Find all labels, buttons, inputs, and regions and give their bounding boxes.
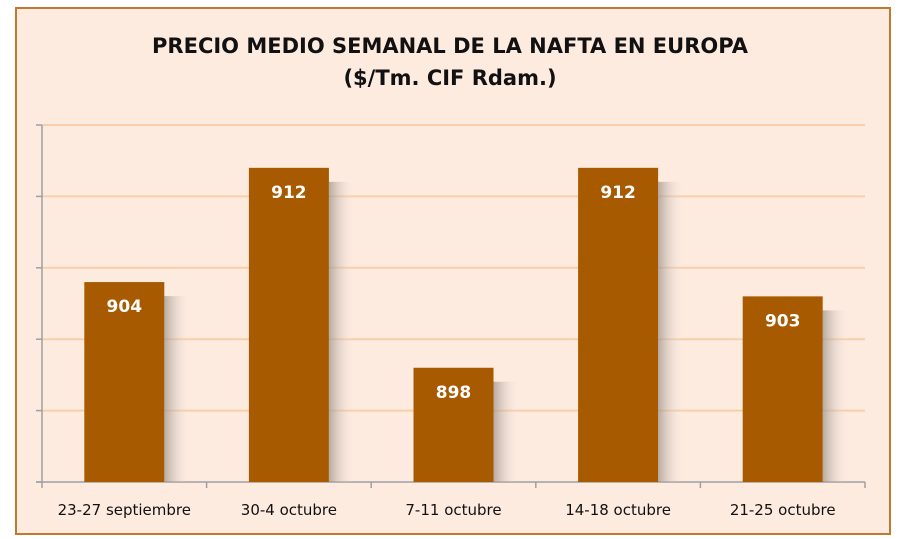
data-label: 903 — [765, 311, 801, 331]
bar-shadow — [658, 181, 685, 482]
bar-shadow — [328, 181, 355, 482]
bar — [742, 296, 823, 482]
bar-shadow — [164, 296, 191, 482]
data-label: 898 — [436, 383, 472, 403]
bar — [84, 282, 165, 482]
x-tick-label: 23-27 septiembre — [58, 501, 191, 519]
chart-title: PRECIO MEDIO SEMANAL DE LA NAFTA EN EURO… — [152, 34, 748, 58]
x-tick-label: 7-11 octubre — [405, 501, 501, 519]
chart-subtitle: ($/Tm. CIF Rdam.) — [343, 66, 557, 90]
bar — [248, 167, 329, 482]
bar-shadow — [493, 381, 520, 482]
x-tick-label: 30-4 octubre — [241, 501, 337, 519]
bar — [413, 367, 494, 482]
x-tick-label: 21-25 octubre — [730, 501, 836, 519]
data-label: 912 — [271, 183, 307, 203]
bar — [578, 167, 659, 482]
data-label: 904 — [107, 297, 143, 317]
data-label: 912 — [600, 183, 636, 203]
bar-shadow — [822, 310, 849, 482]
x-tick-label: 14-18 octubre — [565, 501, 671, 519]
